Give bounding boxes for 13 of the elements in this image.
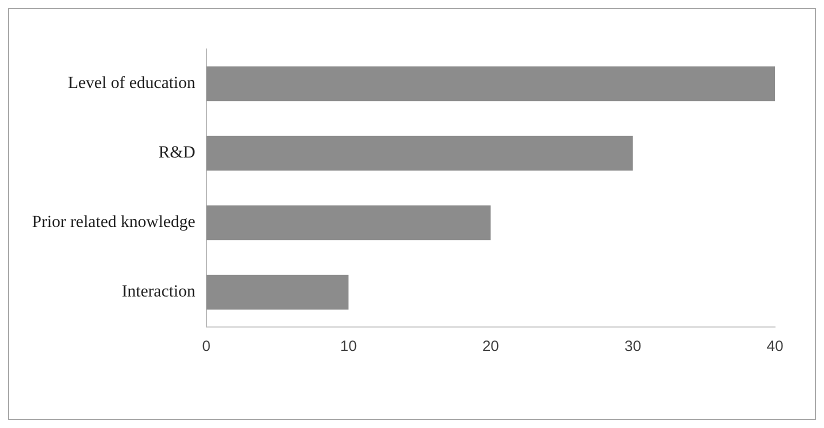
bar	[206, 274, 348, 310]
x-tick-label: 40	[766, 338, 784, 356]
x-tick-label: 0	[202, 338, 211, 356]
y-tick-label: Prior related knowledge	[32, 212, 196, 232]
y-tick-label: R&D	[158, 142, 196, 162]
x-tick-label: 30	[624, 338, 642, 356]
y-tick-label: Level of education	[68, 73, 196, 92]
x-tick-label: 20	[482, 338, 500, 356]
x-tick-label: 10	[340, 338, 357, 356]
bar	[206, 66, 775, 102]
y-tick-label: Interaction	[122, 282, 196, 301]
bar	[206, 205, 491, 240]
bar	[206, 136, 633, 171]
